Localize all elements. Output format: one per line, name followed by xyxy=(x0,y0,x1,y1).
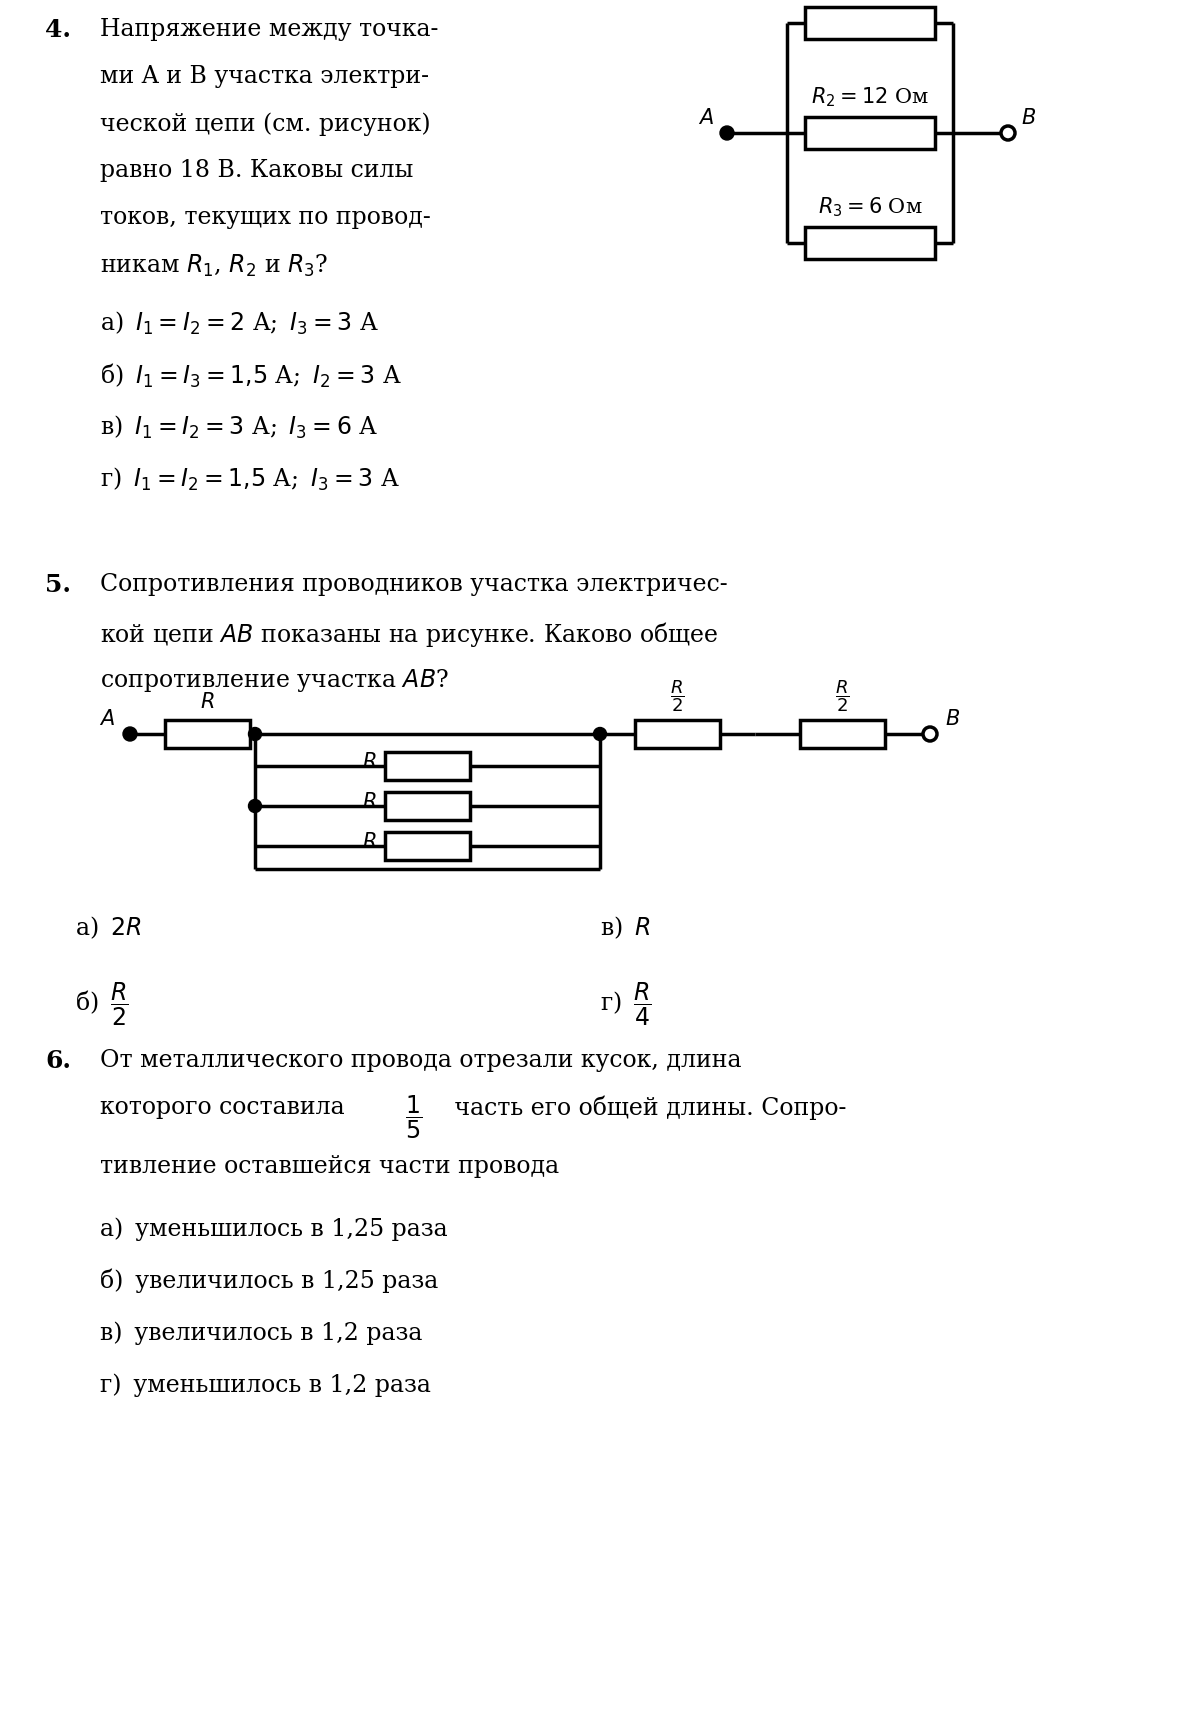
Text: а) $I_1 = I_2 = 2$ А; $I_3 = 3$ А: а) $I_1 = I_2 = 2$ А; $I_3 = 3$ А xyxy=(100,309,379,337)
Text: $R$: $R$ xyxy=(363,832,377,852)
Text: б) $\dfrac{R}{2}$: б) $\dfrac{R}{2}$ xyxy=(75,981,128,1029)
Text: Напряжение между точка-: Напряжение между точка- xyxy=(100,17,439,41)
Bar xyxy=(385,832,470,861)
Text: ми A и B участка электри-: ми A и B участка электри- xyxy=(100,65,429,88)
Text: часть его общей длины. Сопро-: часть его общей длины. Сопро- xyxy=(447,1096,847,1120)
Text: $\dfrac{1}{5}$: $\dfrac{1}{5}$ xyxy=(405,1094,422,1141)
Text: г) уменьшилось в 1,2 раза: г) уменьшилось в 1,2 раза xyxy=(100,1373,430,1397)
Text: г) $\dfrac{R}{4}$: г) $\dfrac{R}{4}$ xyxy=(600,981,652,1029)
Text: $A$: $A$ xyxy=(99,710,115,728)
Bar xyxy=(385,792,470,819)
Text: $\dfrac{R}{2}$: $\dfrac{R}{2}$ xyxy=(671,679,685,715)
Text: $A$: $A$ xyxy=(698,108,715,129)
Text: $B$: $B$ xyxy=(1021,108,1036,129)
Circle shape xyxy=(249,799,262,813)
Text: От металлического провода отрезали кусок, длина: От металлического провода отрезали кусок… xyxy=(100,1050,742,1072)
Text: кой цепи $AB$ показаны на рисунке. Каково общее: кой цепи $AB$ показаны на рисунке. Каков… xyxy=(100,620,718,649)
Text: б) $I_1 = I_3 = 1{,}5$ А; $I_2 = 3$ А: б) $I_1 = I_3 = 1{,}5$ А; $I_2 = 3$ А xyxy=(100,362,402,390)
Bar xyxy=(805,117,935,149)
Text: 5.: 5. xyxy=(45,574,71,596)
Text: $R_2 = 12$ Ом: $R_2 = 12$ Ом xyxy=(811,86,929,108)
Text: $R$: $R$ xyxy=(363,792,377,813)
Bar xyxy=(635,720,721,747)
Text: а) уменьшилось в 1,25 раза: а) уменьшилось в 1,25 раза xyxy=(100,1216,447,1240)
Bar xyxy=(385,752,470,780)
Text: $R$: $R$ xyxy=(200,692,215,711)
Text: $\dfrac{R}{2}$: $\dfrac{R}{2}$ xyxy=(835,679,850,715)
Text: б) увеличилось в 1,25 раза: б) увеличилось в 1,25 раза xyxy=(100,1270,439,1294)
Circle shape xyxy=(593,727,606,740)
Bar xyxy=(805,7,935,40)
Text: $R$: $R$ xyxy=(363,752,377,771)
Text: $B$: $B$ xyxy=(945,710,960,728)
Circle shape xyxy=(122,727,137,740)
Text: сопротивление участка $AB$?: сопротивление участка $AB$? xyxy=(100,667,448,694)
Text: 4.: 4. xyxy=(45,17,71,41)
Text: в) $I_1 = I_2 = 3$ А; $I_3 = 6$ А: в) $I_1 = I_2 = 3$ А; $I_3 = 6$ А xyxy=(100,414,378,442)
Text: в) увеличилось в 1,2 раза: в) увеличилось в 1,2 раза xyxy=(100,1321,422,1345)
Text: токов, текущих по провод-: токов, текущих по провод- xyxy=(100,206,430,228)
Bar xyxy=(800,720,885,747)
Text: в) $R$: в) $R$ xyxy=(600,914,650,940)
Text: Сопротивления проводников участка электричес-: Сопротивления проводников участка электр… xyxy=(100,574,728,596)
Text: равно 18 В. Каковы силы: равно 18 В. Каковы силы xyxy=(100,160,414,182)
Bar xyxy=(805,227,935,259)
Text: 6.: 6. xyxy=(45,1050,71,1074)
Text: тивление оставшейся части провода: тивление оставшейся части провода xyxy=(100,1154,559,1179)
Circle shape xyxy=(923,727,937,740)
Text: $R_3 = 6$ Ом: $R_3 = 6$ Ом xyxy=(818,196,923,218)
Circle shape xyxy=(1001,125,1015,139)
Circle shape xyxy=(249,727,262,740)
Text: которого составила: которого составила xyxy=(100,1096,352,1118)
Text: а) $2R$: а) $2R$ xyxy=(75,914,141,940)
Text: г) $I_1 = I_2 = 1{,}5$ А; $I_3 = 3$ А: г) $I_1 = I_2 = 1{,}5$ А; $I_3 = 3$ А xyxy=(100,466,400,493)
Bar xyxy=(165,720,250,747)
Circle shape xyxy=(721,125,734,139)
Text: никам $R_1$, $R_2$ и $R_3$?: никам $R_1$, $R_2$ и $R_3$? xyxy=(100,253,328,280)
Text: ческой цепи (см. рисунок): ческой цепи (см. рисунок) xyxy=(100,112,430,136)
